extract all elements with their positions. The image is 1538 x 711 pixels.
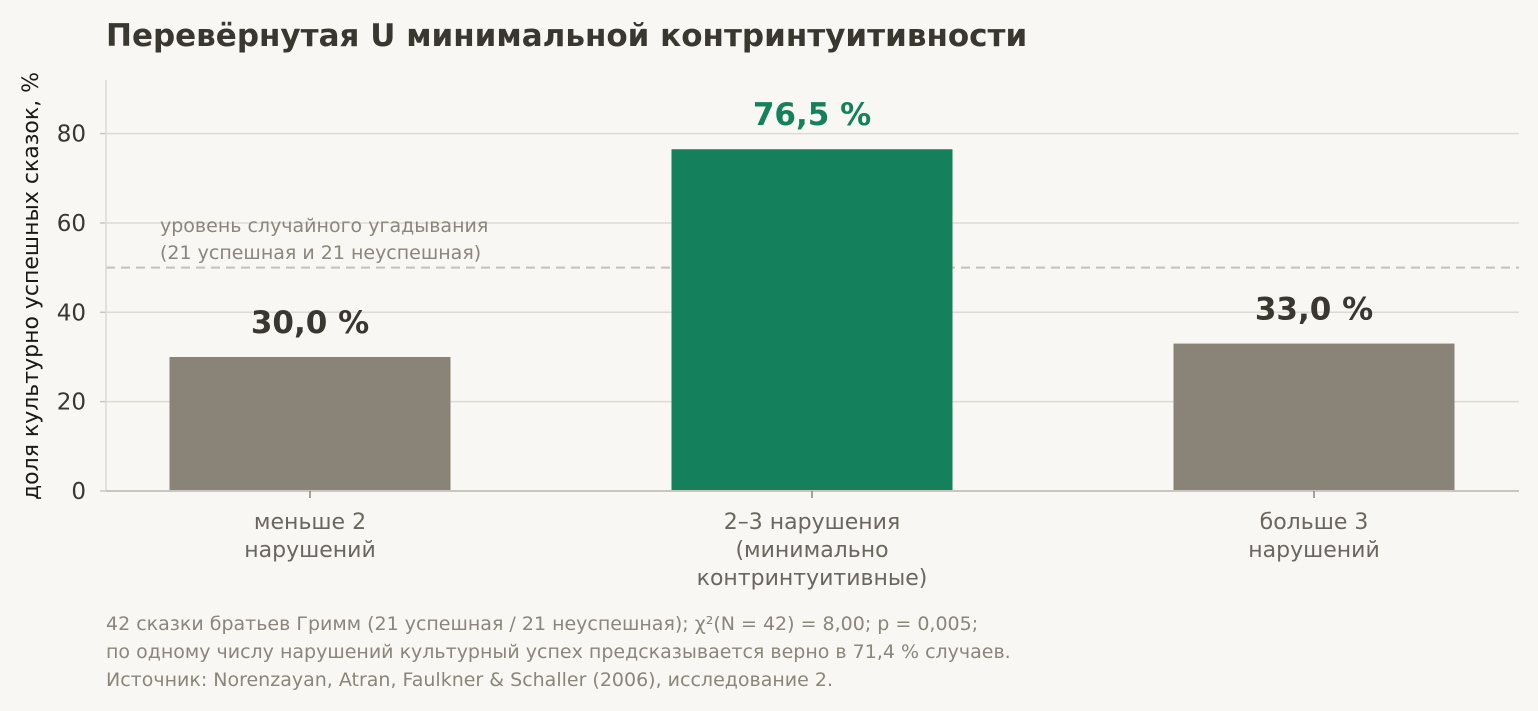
bars xyxy=(169,149,1455,491)
y-tick-label: 40 xyxy=(57,300,86,326)
y-axis-ticks: 0 20 40 60 80 xyxy=(57,122,106,505)
bar-chart: Перевёрнутая U минимальной контринтуитив… xyxy=(19,18,1519,591)
x-tick-label: 2–3 нарушения xyxy=(724,510,900,535)
reference-line-label: (21 успешная и 21 неуспешная) xyxy=(160,242,481,264)
bar-value-label: 33,0 % xyxy=(1255,292,1373,328)
x-tick-label: больше 3 xyxy=(1260,510,1369,535)
footnote-line-2: по одному числу нарушений культурный усп… xyxy=(106,641,1011,663)
y-tick-label: 0 xyxy=(71,479,86,505)
reference-line-label: уровень случайного угадывания xyxy=(160,215,488,237)
x-axis-ticks: меньше 2 нарушений 2–3 нарушения (минимальн… xyxy=(244,491,1380,591)
y-tick-label: 20 xyxy=(57,390,86,416)
x-tick-label: (минимально xyxy=(735,538,888,563)
value-labels: 30,0 % 76,5 % 33,0 % xyxy=(251,97,1373,341)
bar xyxy=(671,149,953,491)
x-tick-label: нарушений xyxy=(244,538,376,563)
y-tick-label: 80 xyxy=(57,122,86,148)
x-tick-label: контринтуитивные) xyxy=(697,566,928,591)
bar-value-label: 30,0 % xyxy=(251,305,369,341)
x-tick-label: меньше 2 xyxy=(254,510,366,535)
bar xyxy=(1173,343,1455,491)
y-axis-label: доля культурно успешных сказок, % xyxy=(19,72,44,500)
chart-title: Перевёрнутая U минимальной контринтуитив… xyxy=(106,18,1027,54)
footnote-line-3: Источник: Norenzayan, Atran, Faulkner & … xyxy=(106,669,833,691)
chart-footnote: 42 сказки братьев Гримм (21 успешная / 2… xyxy=(106,610,1011,694)
footnote-line-1: 42 сказки братьев Гримм (21 успешная / 2… xyxy=(106,613,979,635)
bar xyxy=(169,356,451,491)
y-tick-label: 60 xyxy=(57,211,86,237)
x-tick-label: нарушений xyxy=(1248,538,1380,563)
bar-value-label: 76,5 % xyxy=(753,97,871,133)
